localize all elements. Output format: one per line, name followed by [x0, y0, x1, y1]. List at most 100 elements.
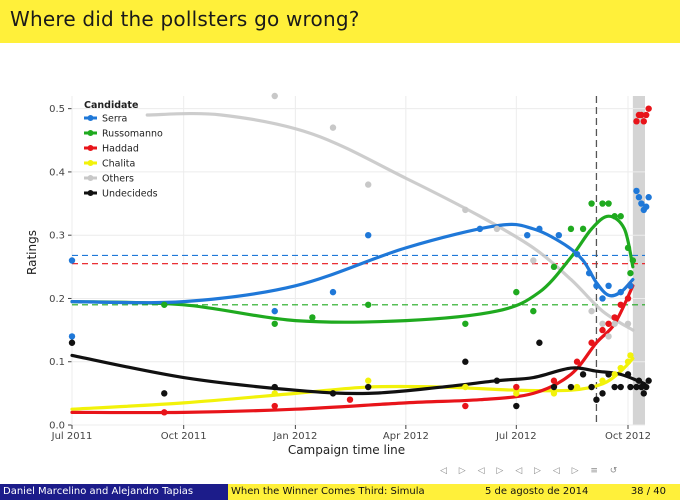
data-point-russomanno: [579, 225, 587, 233]
data-point-haddad: [588, 339, 595, 346]
data-point-undecideds: [329, 390, 337, 397]
data-point-undecideds: [638, 383, 645, 391]
data-point-others: [462, 206, 469, 214]
nav-prev-section-icon[interactable]: ◁: [515, 466, 523, 476]
plot-area: [72, 96, 645, 425]
trend-line-others: [145, 111, 635, 332]
data-point-haddad: [513, 383, 520, 391]
slide-title-bar: Where did the pollsters go wrong?: [0, 0, 680, 43]
y-tick-label: 0.3: [49, 231, 65, 242]
footer-authors: Daniel Marcelino and Alejandro Tapias: [0, 484, 228, 500]
data-point-russomanno: [629, 257, 637, 264]
data-point-haddad: [605, 320, 612, 327]
data-point-russomanno: [271, 320, 278, 327]
x-tick-label: Jul 2011: [51, 431, 93, 442]
nav-next-frame-icon[interactable]: ▷: [458, 466, 466, 476]
beamer-nav-symbols[interactable]: ◁ ▷ ◁ ▷ ◁ ▷ ◁ ▷ ≡ ↺: [440, 466, 626, 476]
data-point-undecideds: [640, 390, 647, 397]
nav-search-icon[interactable]: ↺: [609, 466, 618, 476]
data-point-serra: [643, 203, 650, 210]
data-point-haddad: [633, 118, 640, 125]
data-point-haddad: [643, 111, 650, 119]
data-point-chalita: [513, 390, 520, 397]
data-point-serra: [585, 269, 593, 277]
y-tick-label: 0.2: [49, 294, 65, 305]
nav-next-slide-icon[interactable]: ▷: [496, 466, 504, 476]
legend-label-undecideds: Undecideds: [102, 189, 158, 200]
legend-marker-serra: [87, 115, 94, 121]
data-point-russomanno: [567, 225, 575, 233]
data-point-undecideds: [462, 358, 469, 365]
data-point-serra: [635, 194, 643, 201]
data-point-others: [624, 320, 632, 327]
legend-marker-others: [87, 175, 94, 181]
data-point-serra: [329, 288, 337, 296]
data-point-haddad: [462, 402, 469, 410]
nav-prev-slide-icon[interactable]: ◁: [477, 466, 485, 476]
y-tick-label: 0.1: [49, 357, 65, 368]
data-point-haddad: [645, 105, 652, 112]
legend-marker-undecideds: [87, 190, 94, 196]
data-point-russomanno: [513, 288, 520, 296]
data-point-serra: [68, 257, 76, 264]
data-point-undecideds: [627, 383, 634, 391]
data-point-russomanno: [624, 244, 632, 252]
data-point-undecideds: [493, 377, 501, 384]
data-point-russomanno: [611, 213, 618, 220]
nav-next-section-icon[interactable]: ▷: [533, 466, 541, 476]
data-point-serra: [476, 225, 484, 233]
legend-title: Candidate: [84, 100, 138, 111]
legend-marker-chalita: [87, 160, 94, 166]
data-point-russomanno: [530, 307, 537, 315]
data-point-russomanno: [605, 200, 612, 207]
data-point-haddad: [271, 402, 278, 410]
trend-line-undecideds: [70, 353, 647, 396]
data-point-haddad: [611, 314, 618, 321]
data-point-undecideds: [161, 390, 168, 397]
footer-date: 5 de agosto de 2014: [485, 486, 589, 497]
data-point-undecideds: [513, 402, 520, 410]
y-tick-label: 0.4: [49, 167, 65, 178]
data-point-russomanno: [588, 200, 595, 207]
data-point-undecideds: [599, 390, 606, 397]
nav-prev-subsection-icon[interactable]: ◁: [552, 466, 560, 476]
data-point-serra: [599, 295, 606, 302]
x-tick-label: Oct 2012: [605, 431, 651, 442]
footer-page-number: 38 / 40: [630, 486, 666, 497]
trend-line-haddad: [70, 284, 635, 415]
data-point-haddad: [573, 358, 581, 365]
data-point-others: [271, 92, 278, 100]
data-point-russomanno: [627, 269, 634, 277]
data-point-haddad: [161, 409, 168, 416]
data-point-haddad: [638, 111, 645, 119]
data-point-undecideds: [271, 383, 278, 391]
data-point-undecideds: [536, 339, 543, 346]
polling-chart: 0.0 0.1 0.2 0.3 0.4 0.5 Jul 2011 Oct 2011 Jan 20…: [25, 92, 652, 457]
data-point-undecideds: [611, 383, 618, 391]
data-point-haddad: [640, 118, 647, 125]
legend-marker-haddad: [87, 145, 94, 151]
y-tick-label: 0.0: [49, 421, 65, 432]
data-point-serra: [593, 282, 600, 290]
data-point-undecideds: [643, 383, 650, 391]
data-point-chalita: [365, 377, 372, 384]
data-point-haddad: [617, 301, 624, 308]
trend-line-serra: [70, 222, 635, 305]
nav-next-subsection-icon[interactable]: ▷: [571, 466, 579, 476]
x-tick-label: Apr 2012: [383, 431, 429, 442]
data-point-chalita: [462, 383, 469, 391]
data-point-undecideds: [633, 383, 640, 391]
data-point-serra: [271, 307, 278, 315]
data-point-undecideds: [550, 383, 558, 391]
legend-label-serra: Serra: [102, 114, 127, 125]
data-point-chalita: [573, 383, 581, 391]
nav-prev-frame-icon[interactable]: ◁: [440, 466, 447, 476]
data-point-undecideds: [567, 383, 575, 391]
y-tick-label: 0.5: [49, 104, 65, 115]
nav-outline-icon[interactable]: ≡: [590, 466, 598, 476]
data-point-chalita: [611, 371, 618, 378]
legend-label-others: Others: [102, 174, 134, 185]
data-point-undecideds: [617, 383, 624, 391]
data-point-serra: [605, 282, 612, 290]
legend-marker-russomanno: [87, 130, 94, 136]
